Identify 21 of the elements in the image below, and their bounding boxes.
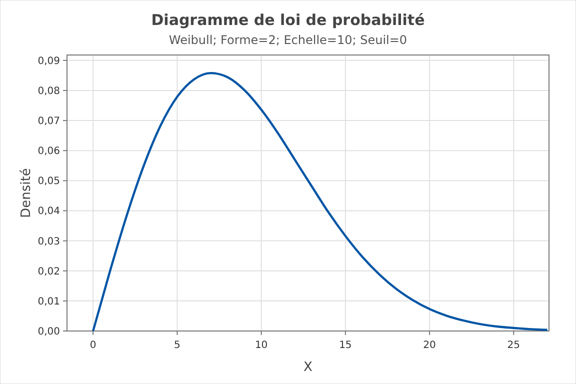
x-tick-label: 15 xyxy=(339,340,352,351)
y-tick-label: 0,06 xyxy=(38,146,60,158)
y-axis-title: Densité xyxy=(19,168,34,218)
chart-subtitle: Weibull; Forme=2; Echelle=10; Seuil=0 xyxy=(168,33,408,47)
x-axis-title: X xyxy=(304,360,313,375)
y-tick-label: 0,07 xyxy=(38,116,60,128)
x-tick-label: 20 xyxy=(423,340,436,351)
y-tick-label: 0,09 xyxy=(38,56,60,67)
y-tick-label: 0,03 xyxy=(38,236,60,248)
y-tick-label: 0,02 xyxy=(38,266,60,278)
y-tick-label: 0,01 xyxy=(38,296,60,308)
x-tick-label: 0 xyxy=(90,340,96,351)
line-series xyxy=(92,72,548,332)
chart-title: Diagramme de loi de probabilité xyxy=(151,11,425,29)
y-tick-label: 0,04 xyxy=(38,206,60,218)
x-tick-label: 5 xyxy=(174,340,180,351)
x-tick-label: 25 xyxy=(507,340,520,351)
x-tick-label: 10 xyxy=(254,340,268,351)
y-tick-label: 0,08 xyxy=(38,86,60,97)
y-tick-label: 0,05 xyxy=(38,176,60,188)
y-tick-label: 0,00 xyxy=(38,326,60,338)
